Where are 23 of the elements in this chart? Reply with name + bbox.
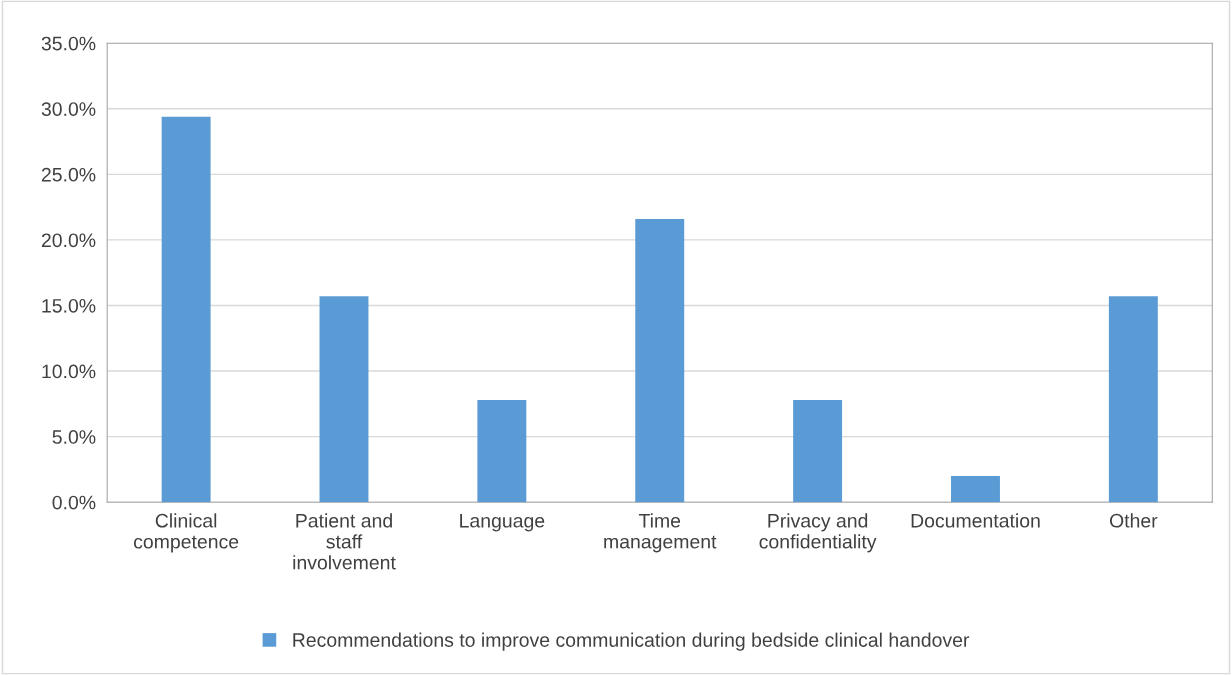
- x-tick-label: Language: [460, 514, 545, 532]
- bar: [477, 399, 527, 503]
- legend-label: Recommendations to improve communication during bedside clinical handover: [293, 632, 970, 651]
- x-tick-label: Patient and staff involvement: [293, 513, 396, 570]
- x-tick-label: Clinical competence: [133, 513, 239, 553]
- x-tick-label: Other: [1109, 513, 1158, 528]
- y-tick-label: 15.0%: [42, 298, 96, 313]
- bar: [793, 399, 843, 503]
- x-tick-label: Privacy and confidentiality: [759, 513, 877, 553]
- bar: [319, 296, 369, 503]
- x-tick-label: Documentation: [911, 513, 1040, 528]
- y-tick-label: 20.0%: [41, 233, 96, 248]
- y-tick-label: 10.0%: [42, 364, 96, 379]
- y-tick-label: 30.0%: [41, 102, 96, 117]
- bar: [1108, 296, 1158, 503]
- y-tick-label: 35.0%: [41, 36, 96, 51]
- y-tick-label: 25.0%: [41, 167, 96, 182]
- y-tick-label: 0.0%: [52, 495, 96, 510]
- bar: [161, 116, 211, 503]
- bar: [951, 475, 1000, 503]
- x-tick-label: Time management: [604, 513, 717, 553]
- y-tick-label: 5.0%: [52, 430, 96, 444]
- bar: [635, 218, 685, 503]
